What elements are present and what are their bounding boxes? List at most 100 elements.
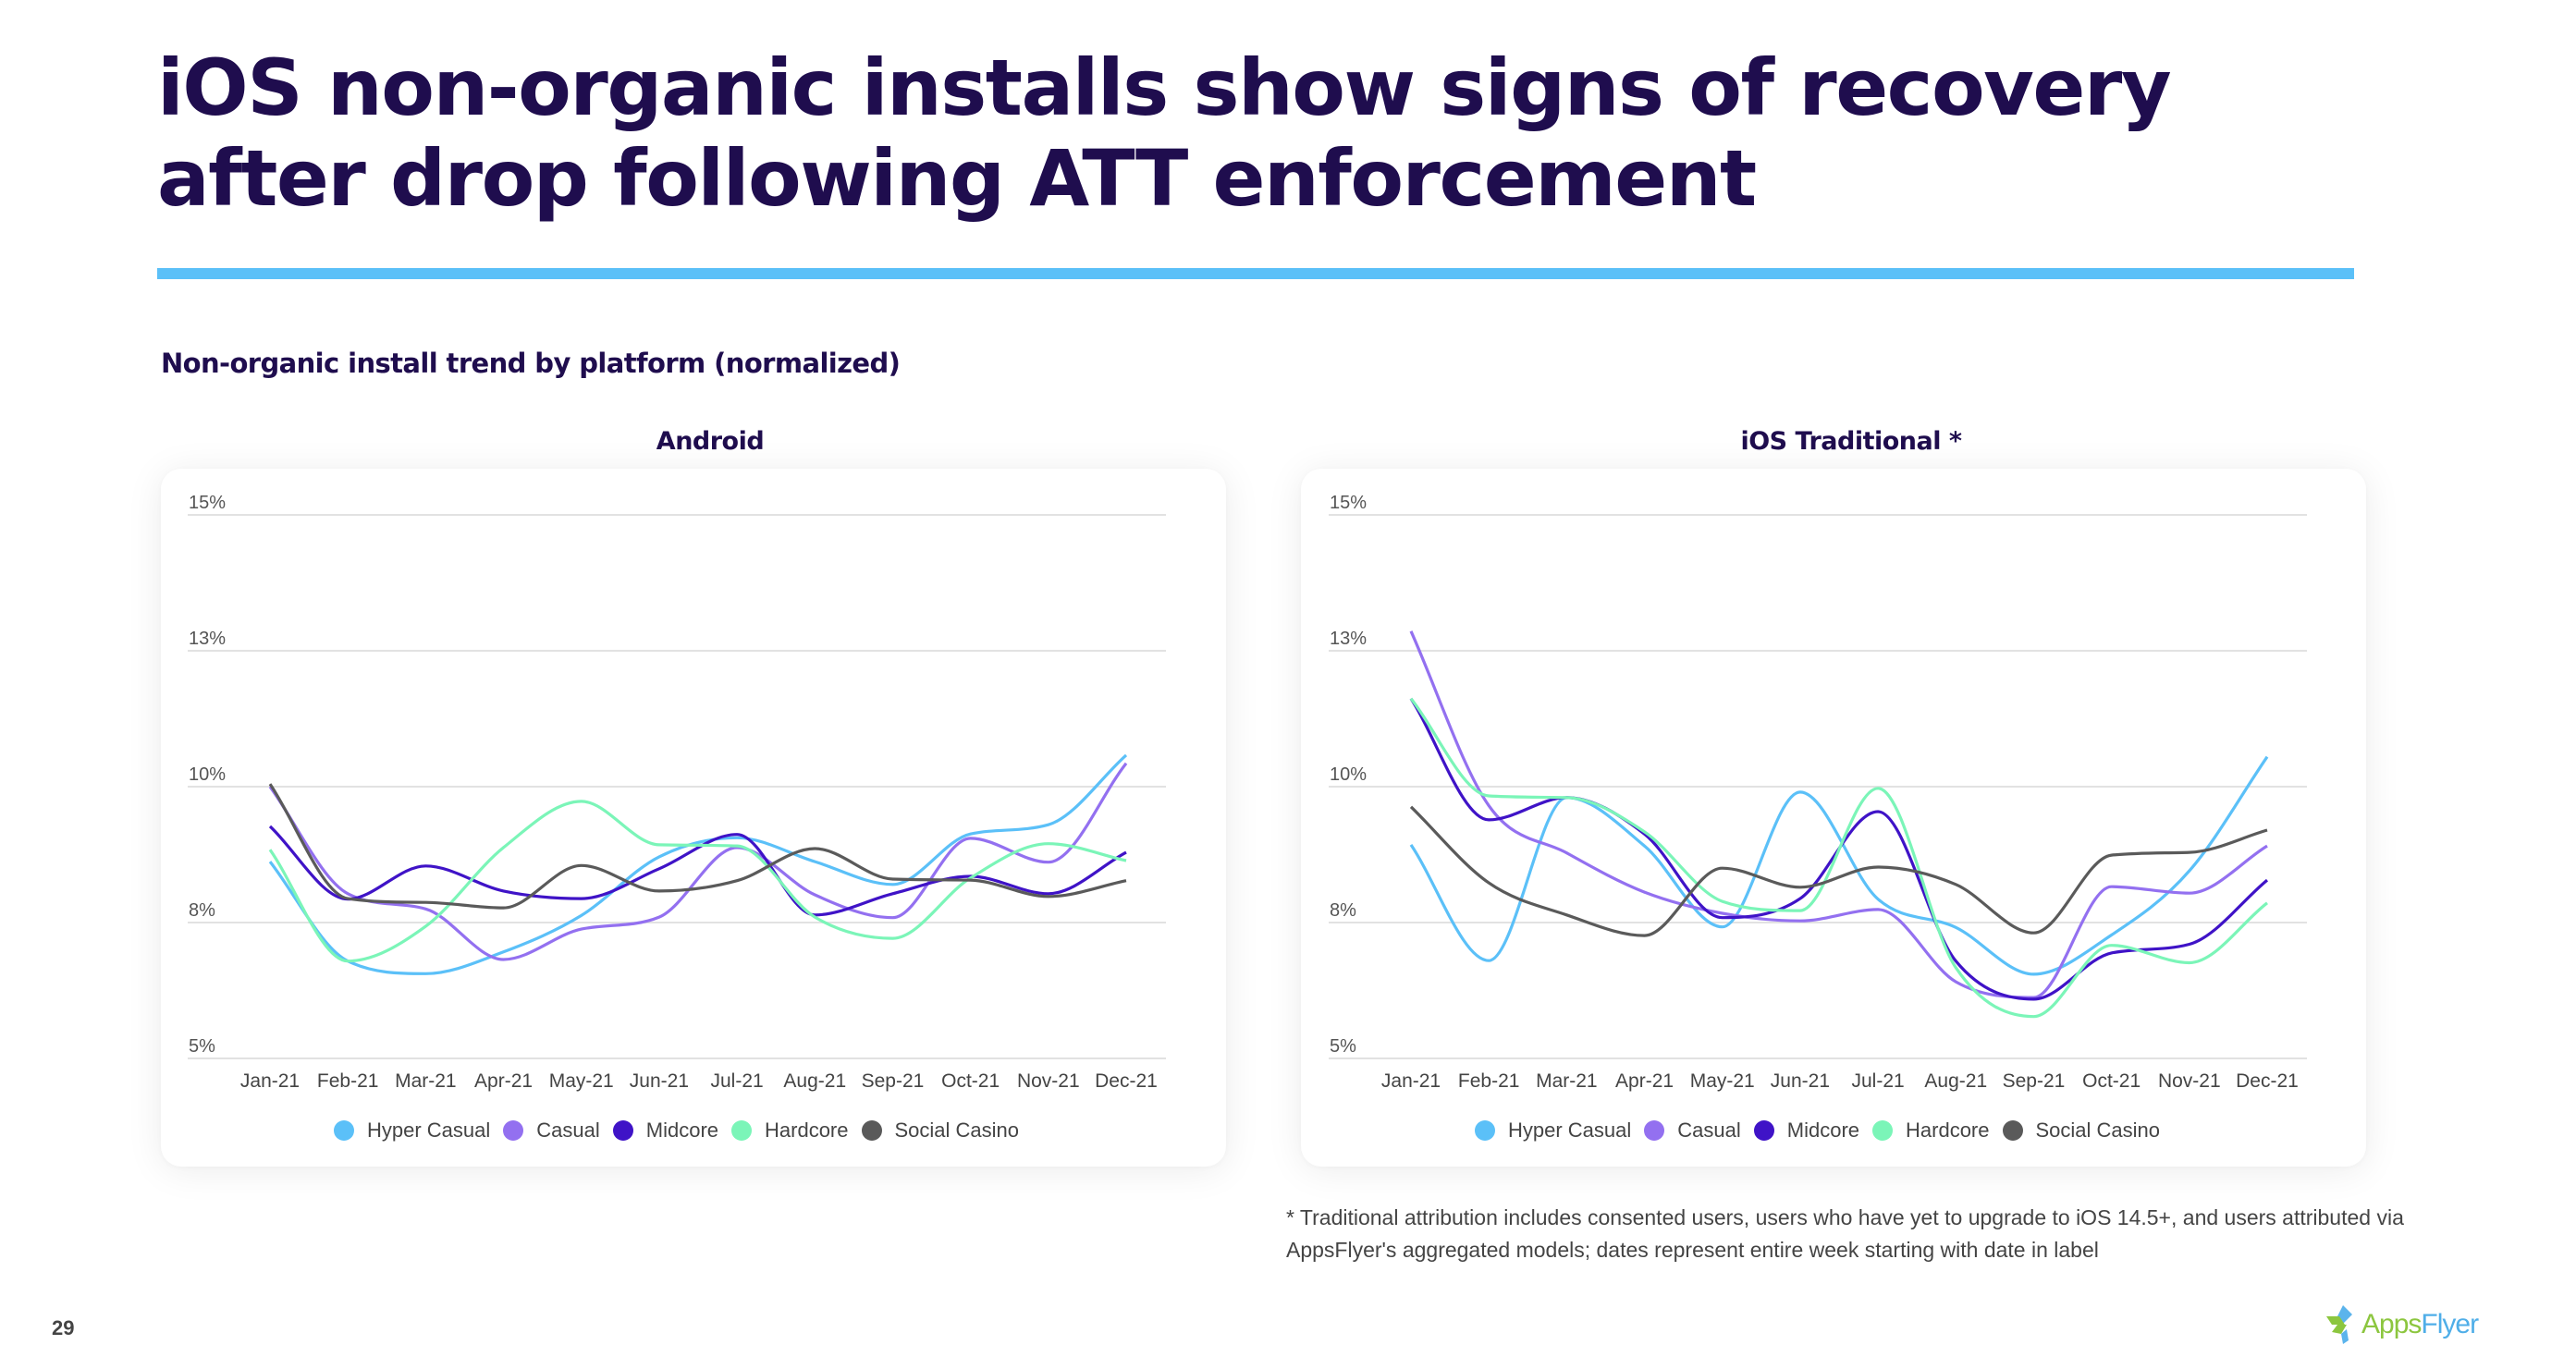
legend-marker-icon [1475, 1120, 1495, 1141]
x-tick-label: Jul-21 [710, 1070, 763, 1092]
data-point [1873, 784, 1883, 793]
data-point [1562, 793, 1571, 802]
x-tick-label: Apr-21 [474, 1070, 533, 1092]
series-line-hyper-casual [268, 753, 1128, 975]
data-point [1951, 923, 1960, 932]
data-point [2107, 941, 2116, 950]
legend-item-hyper-casual[interactable]: Hyper Casual [1475, 1119, 1631, 1143]
legend-item-midcore[interactable]: Midcore [1753, 1119, 1860, 1143]
data-point [2029, 928, 2038, 937]
data-point [2263, 841, 2272, 850]
legend-item-hardcore[interactable]: Hardcore [1872, 1119, 1990, 1143]
data-point [1873, 807, 1883, 816]
data-point [1718, 913, 1727, 923]
android-chart-card [161, 469, 1226, 1167]
data-point [1406, 627, 1416, 636]
legend-marker-icon [731, 1120, 753, 1141]
data-point [1951, 977, 1960, 986]
data-point [1484, 801, 1493, 811]
legend-marker-icon [612, 1120, 633, 1141]
y-tick-label: 5% [189, 1036, 215, 1057]
data-point [2107, 882, 2116, 891]
x-tick-label: Oct-21 [2082, 1070, 2141, 1092]
series-line-casual [268, 762, 1128, 961]
data-point [1951, 963, 1960, 972]
legend-item-hardcore[interactable]: Hardcore [731, 1119, 849, 1143]
appsflyer-logo-icon [2326, 1305, 2352, 1344]
legend-item-social-casino[interactable]: Social Casino [2002, 1119, 2161, 1143]
x-tick-label: Dec-21 [1095, 1070, 1158, 1092]
data-point [2185, 866, 2194, 875]
data-point [2185, 959, 2194, 968]
logo-wordmark: AppsFlyer [2361, 1309, 2479, 1339]
data-point [1718, 863, 1727, 873]
legend-label: Hardcore [765, 1119, 849, 1142]
ios-chart-card [1301, 469, 2366, 1167]
legend-label: Social Casino [2035, 1119, 2161, 1142]
y-tick-label: 8% [1330, 900, 1356, 921]
data-point [1796, 883, 1805, 892]
legend-label: Social Casino [894, 1119, 1020, 1142]
legend-item-social-casino[interactable]: Social Casino [861, 1119, 1020, 1143]
data-point [1640, 827, 1650, 837]
x-tick-label: Jan-21 [240, 1070, 300, 1092]
data-point [2029, 1012, 2038, 1021]
series-line-casual [1409, 630, 2268, 999]
legend-item-midcore[interactable]: Midcore [612, 1119, 719, 1143]
legend-item-hyper-casual[interactable]: Hyper Casual [334, 1119, 490, 1143]
legend-marker-icon [2002, 1120, 2023, 1141]
data-point [1640, 841, 1650, 850]
legend-label: Midcore [1786, 1119, 1860, 1142]
legend-marker-icon [503, 1120, 524, 1141]
x-tick-label: May-21 [1690, 1070, 1755, 1092]
data-point [1951, 880, 1960, 889]
data-point [1484, 878, 1493, 887]
x-tick-label: Oct-21 [941, 1070, 1000, 1092]
slide-title: iOS non-organic installs show signs of r… [157, 43, 2172, 224]
x-tick-label: Mar-21 [395, 1070, 457, 1092]
android-chart-title: Android [656, 427, 765, 456]
data-point [2263, 752, 2272, 762]
x-tick-label: Apr-21 [1615, 1070, 1674, 1092]
x-tick-label: Nov-21 [2158, 1070, 2221, 1092]
data-point [2029, 970, 2038, 979]
legend-label: Casual [536, 1119, 600, 1142]
data-point [1562, 849, 1571, 858]
x-tick-label: May-21 [549, 1070, 614, 1092]
data-point [1640, 887, 1650, 897]
y-tick-label: 13% [189, 629, 226, 649]
x-tick-label: Feb-21 [317, 1070, 379, 1092]
x-tick-label: Sep-21 [2003, 1070, 2066, 1092]
data-point [1406, 694, 1416, 703]
data-point [1796, 894, 1805, 903]
series-line-midcore [1409, 697, 2269, 1001]
legend-item-casual[interactable]: Casual [1644, 1119, 1741, 1143]
data-point [2107, 931, 2116, 940]
series-line-hardcore [268, 800, 1127, 963]
page-number: 29 [52, 1316, 75, 1339]
y-tick-label: 15% [189, 493, 226, 513]
x-tick-label: Jun-21 [630, 1070, 689, 1092]
data-point [1562, 911, 1571, 920]
y-tick-label: 5% [1330, 1036, 1356, 1057]
title-divider [157, 268, 2354, 279]
legend-label: Hardcore [1906, 1119, 1990, 1142]
data-point [1484, 815, 1493, 825]
x-tick-label: Mar-21 [1536, 1070, 1598, 1092]
legend-label: Midcore [645, 1119, 719, 1142]
series-line-social-casino [268, 783, 1127, 910]
section-subtitle: Non-organic install trend by platform (n… [161, 348, 901, 379]
series-line-hyper-casual [1409, 755, 2269, 976]
data-point [1718, 897, 1727, 906]
data-point [2185, 888, 2194, 898]
footnote: * Traditional attribution includes conse… [1286, 1205, 2404, 1262]
series-line-hardcore [1409, 697, 2268, 1019]
y-tick-label: 10% [189, 764, 226, 785]
legend-item-casual[interactable]: Casual [503, 1119, 600, 1143]
data-point [1796, 916, 1805, 925]
data-point [2263, 899, 2272, 908]
x-tick-label: Aug-21 [783, 1070, 846, 1092]
data-point [2263, 875, 2272, 885]
data-point [1796, 788, 1805, 797]
